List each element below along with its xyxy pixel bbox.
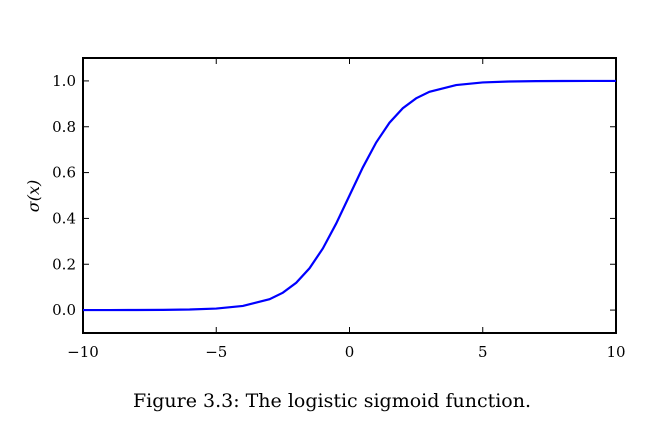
x-tick-label: −10: [67, 343, 99, 361]
y-tick-label: 0.2: [52, 255, 76, 273]
y-tick-label: 1.0: [52, 72, 76, 90]
x-tick-label: 0: [345, 343, 355, 361]
y-tick-labels: 0.0 0.2 0.4 0.6 0.8 1.0: [52, 72, 76, 319]
y-tick-label: 0.6: [52, 164, 76, 182]
y-tick-label: 0.4: [52, 209, 76, 227]
sigmoid-curve: [82, 79, 617, 312]
y-axis-label: σ(x): [24, 180, 43, 212]
x-tick-labels: −10 −5 0 5 10: [67, 343, 625, 361]
figure-caption: Figure 3.3: The logistic sigmoid functio…: [132, 390, 532, 412]
x-tick-label: 5: [478, 343, 488, 361]
x-tick-label: −5: [205, 343, 227, 361]
x-tick-label: 10: [606, 343, 625, 361]
y-tick-label: 0.0: [52, 301, 76, 319]
y-tick-label: 0.8: [52, 118, 76, 136]
